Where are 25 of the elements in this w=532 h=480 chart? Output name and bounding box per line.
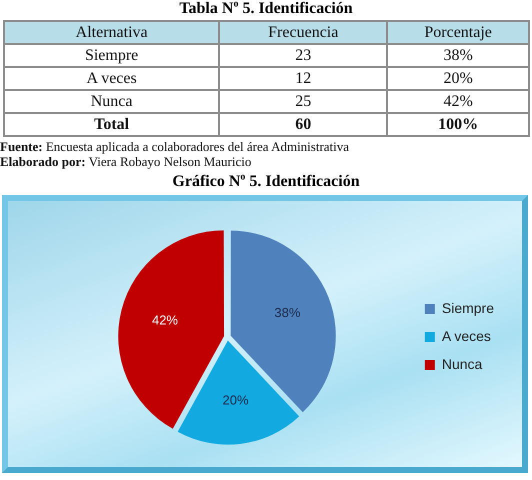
text: Elaborado por: Viera Robayo Nelson Mauricio: [0, 154, 252, 169]
category-label: A veces: [4, 67, 220, 90]
data-label: 12: [219, 67, 388, 90]
data-label: 42%: [387, 90, 529, 113]
data-label: 20%: [387, 67, 529, 90]
category-label: Siempre: [4, 44, 220, 67]
data-label: 38%: [387, 44, 529, 67]
data-label: 20%: [222, 392, 249, 408]
chart-title: Gráfico N$^{o}$ 5. Identificación: [171, 172, 361, 191]
data-label: 60: [219, 113, 388, 136]
text: Alternativa: [4, 21, 220, 44]
legend-label: A veces: [442, 328, 491, 344]
data-label: 100%: [387, 113, 529, 136]
data-label: 42%: [152, 312, 178, 328]
legend-label: Nunca: [442, 356, 483, 372]
category-label: Total: [4, 113, 220, 136]
legend-label: Siempre: [442, 300, 494, 316]
text: Porcentaje: [387, 21, 529, 44]
source-note: Fuente: Encuesta aplicada a colaboradores del área Administrativa: [0, 139, 350, 154]
category-label: Nunca: [4, 90, 220, 113]
data-label: 38%: [274, 304, 301, 320]
data-label: 23: [219, 44, 388, 67]
text: Tabla N$^{o}$ 5. Identificación: [178, 0, 354, 18]
data-label: 25: [219, 90, 388, 113]
text: Frecuencia: [219, 21, 388, 44]
